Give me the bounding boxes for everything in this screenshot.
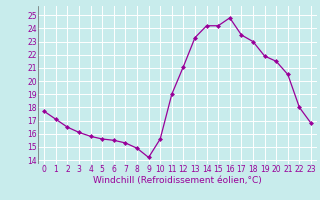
X-axis label: Windchill (Refroidissement éolien,°C): Windchill (Refroidissement éolien,°C) <box>93 176 262 185</box>
